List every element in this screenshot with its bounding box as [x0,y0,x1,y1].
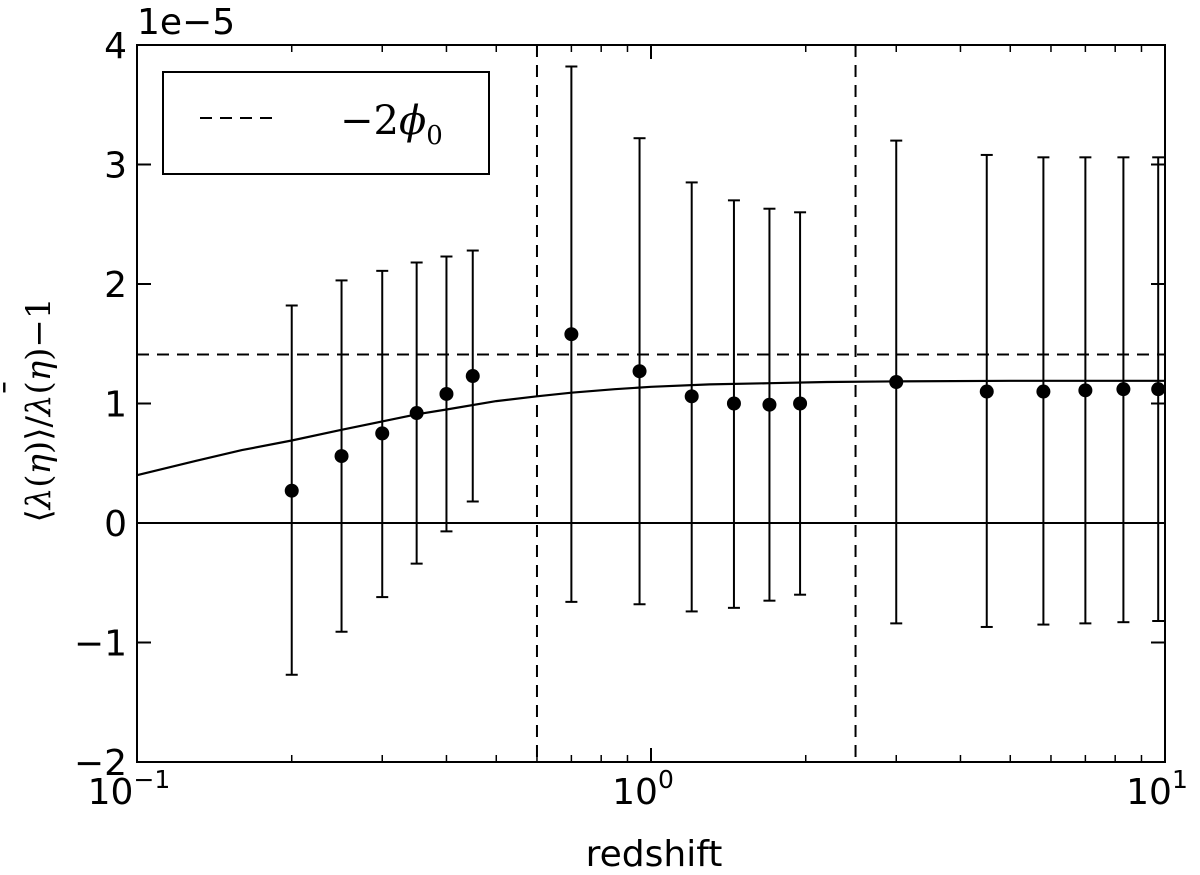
marker-5 [465,369,480,384]
y-label-paren-close-2: ) [19,348,59,361]
legend-entry-minus-two: −2 [340,98,399,144]
data-point-9 [726,199,741,609]
y-label-langle: ⟨ [19,509,59,522]
data-point-13 [979,153,994,628]
x-axis-label: redshift [586,834,723,875]
data-point-4 [439,255,454,533]
y-offset-label: 1e−5 [137,2,235,43]
legend: −2ϕ0 [162,71,490,175]
svg-text:⟨λ(η)⟩/λ(η)−1: ⟨λ(η)⟩/λ(η)−1 [19,297,59,522]
marker-12 [889,374,904,389]
x-tick-label-2: 101 [1126,765,1188,813]
marker-0 [284,483,299,498]
y-label-rangle: ⟩ [19,428,59,441]
marker-6 [564,327,579,342]
marker-17 [1151,382,1166,397]
x-tick-label-1: 100 [612,765,674,813]
marker-15 [1078,383,1093,398]
y-label-bar-accent: ¯ [0,379,37,396]
data-point-16 [1116,156,1131,624]
data-point-14 [1036,156,1051,626]
marker-13 [979,384,994,399]
marker-4 [439,386,454,401]
marker-7 [632,364,647,379]
data-point-15 [1078,156,1093,625]
y-label-lambda: λ [19,488,59,512]
y-tick-label-4: 2 [104,265,127,306]
marker-1 [334,449,349,464]
legend-frame [162,71,490,175]
y-label-slash: / [19,416,59,428]
chart-marks [136,65,1166,676]
data-point-17 [1151,156,1166,622]
marker-11 [793,396,808,411]
data-point-0 [284,304,299,676]
y-tick-label-0: −2 [74,743,127,784]
data-point-3 [409,261,424,565]
y-tick-label-2: 0 [104,504,127,545]
marker-2 [375,426,390,441]
marker-16 [1116,382,1131,397]
marker-10 [762,397,777,412]
y-tick-label-3: 1 [104,385,127,426]
axes: −2 −1 0 1 2 3 4 10−1 100 101 [74,26,1188,813]
data-point-10 [762,207,777,602]
data-point-2 [375,269,390,599]
data-point-8 [684,181,699,613]
marker-9 [726,396,741,411]
y-tick-label-5: 3 [104,146,127,187]
legend-entry-phi: ϕ [399,98,426,144]
y-tick-label-1: −1 [74,624,127,665]
y-axis-label: ⟨λ(η)⟩/λ(η)−1 ¯ [0,297,59,522]
y-label-paren-close: ) [19,441,59,454]
plot-area [137,45,1165,762]
x-tick-label-0: 10−1 [88,765,171,813]
y-label-eta: η [19,453,59,474]
data-point-5 [465,249,480,503]
y-tick-label-6: 4 [104,26,127,67]
data-point-11 [793,211,808,596]
marker-14 [1036,384,1051,399]
y-label-minus-one: −1 [19,297,59,347]
y-label-paren-open-2: ( [19,381,59,394]
legend-entry-subscript: 0 [426,121,443,151]
data-point-1 [334,279,349,633]
data-point-6 [564,65,579,603]
marker-8 [684,389,699,404]
y-label-eta-2: η [19,360,59,381]
data-point-7 [632,137,647,606]
marker-3 [409,406,424,421]
data-point-12 [889,139,904,625]
y-label-lambda-bar: λ [19,395,59,419]
legend-entry: −2ϕ0 [340,98,443,151]
y-label-paren-open: ( [19,474,59,487]
